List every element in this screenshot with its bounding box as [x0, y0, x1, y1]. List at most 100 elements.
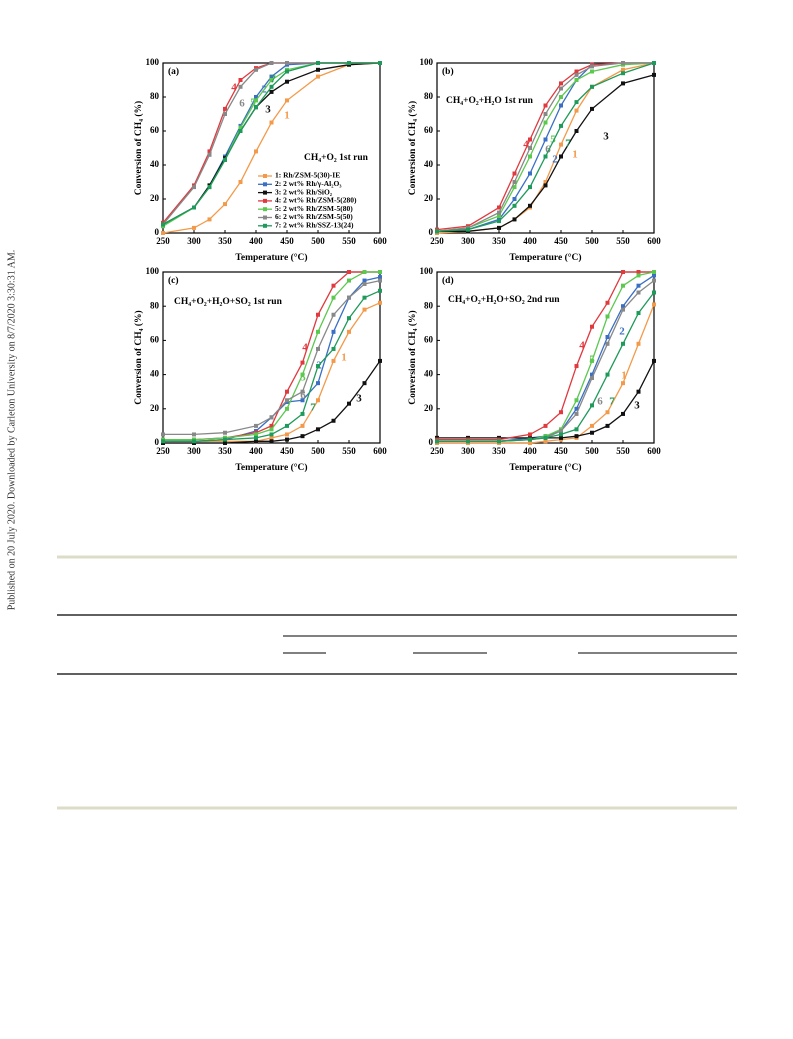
data-point [574, 411, 579, 416]
data-point [347, 278, 351, 283]
data-point [362, 381, 367, 386]
data-point [316, 61, 320, 65]
y-tick-label: 100 [420, 266, 434, 276]
series-line [163, 279, 381, 436]
data-point [528, 137, 532, 142]
annotation: CH₄+O₂ 1st run [304, 153, 369, 163]
curve-label: 3 [265, 104, 271, 116]
data-point [269, 423, 274, 428]
y-tick-label: 60 [424, 125, 434, 135]
data-point [621, 81, 625, 86]
y-tick-label: 40 [424, 159, 434, 169]
data-point [528, 441, 532, 445]
data-point [543, 120, 548, 125]
data-point [331, 283, 336, 288]
series-line [437, 304, 655, 444]
data-point [652, 302, 656, 307]
data-point [223, 202, 227, 207]
data-point [254, 439, 258, 444]
data-point [543, 180, 548, 184]
data-point [636, 341, 641, 346]
data-point [590, 64, 594, 69]
data-point [238, 78, 243, 82]
data-point [285, 61, 289, 65]
data-point [605, 334, 610, 339]
data-point [300, 389, 305, 394]
data-point [559, 435, 563, 440]
data-point [378, 300, 382, 305]
data-point [559, 95, 563, 99]
data-point [207, 217, 212, 222]
y-tick-label: 20 [150, 403, 160, 413]
y-axis-label: Conversion of CH₄ (%) [133, 310, 144, 404]
curve-label: 7 [310, 402, 316, 414]
data-point [362, 278, 367, 283]
annotation: CH₄+O₂+H₂O+SO₂ 2nd run [448, 295, 560, 305]
data-point [590, 106, 594, 111]
x-tick-label: 250 [430, 236, 444, 246]
data-point [652, 72, 656, 77]
data-point [331, 329, 336, 334]
y-tick-label: 60 [424, 334, 434, 344]
data-point [347, 295, 351, 300]
data-point [378, 270, 382, 274]
data-point [621, 411, 625, 416]
x-tick-label: 350 [492, 236, 506, 246]
data-point [269, 435, 274, 440]
curve-label: 6 [300, 390, 306, 402]
data-point [285, 398, 289, 403]
data-point [636, 283, 641, 288]
data-point [300, 411, 305, 416]
panel-label: (b) [442, 66, 454, 77]
curve-label: 4 [302, 342, 308, 354]
data-point [347, 401, 351, 406]
data-point [528, 437, 532, 442]
data-point [621, 381, 625, 386]
x-tick-label: 550 [342, 446, 356, 456]
data-point [269, 74, 274, 79]
y-tick-label: 60 [150, 125, 160, 135]
x-tick-label: 400 [523, 446, 537, 456]
curve-label: 6 [239, 98, 245, 110]
data-point [223, 112, 227, 116]
data-point [605, 410, 610, 415]
data-point [512, 180, 517, 184]
data-point [378, 358, 382, 363]
data-point [559, 123, 563, 128]
x-tick-label: 350 [492, 446, 506, 456]
data-point [331, 312, 336, 317]
data-point [528, 432, 532, 437]
x-axis-label: Temperature (°C) [235, 252, 307, 263]
curve-label: 6 [545, 144, 551, 156]
data-point [574, 129, 579, 133]
data-point [316, 398, 320, 403]
data-point [378, 275, 382, 280]
data-point [207, 149, 212, 154]
data-point [652, 278, 656, 283]
curve-label: 2 [552, 154, 558, 166]
data-point [269, 427, 274, 432]
x-tick-label: 350 [218, 236, 232, 246]
data-point [300, 398, 305, 403]
data-point [543, 137, 548, 142]
data-point [254, 95, 258, 99]
data-point [497, 439, 501, 444]
x-tick-label: 250 [156, 236, 170, 246]
x-tick-label: 550 [342, 236, 356, 246]
data-point [605, 341, 610, 346]
plot-frame [436, 62, 655, 234]
x-tick-label: 400 [249, 236, 263, 246]
x-axis-label: Temperature (°C) [509, 252, 581, 263]
data-point [223, 157, 227, 162]
data-point [161, 439, 165, 444]
data-point [347, 316, 351, 321]
data-point [621, 283, 625, 288]
y-tick-label: 60 [150, 334, 160, 344]
curve-label: 5 [250, 97, 256, 109]
side-note: Published on 20 July 2020. Downloaded by… [6, 250, 17, 611]
data-point [497, 219, 501, 224]
data-point [590, 358, 594, 363]
data-point [543, 112, 548, 116]
series-line [163, 302, 381, 442]
data-point [285, 423, 289, 428]
